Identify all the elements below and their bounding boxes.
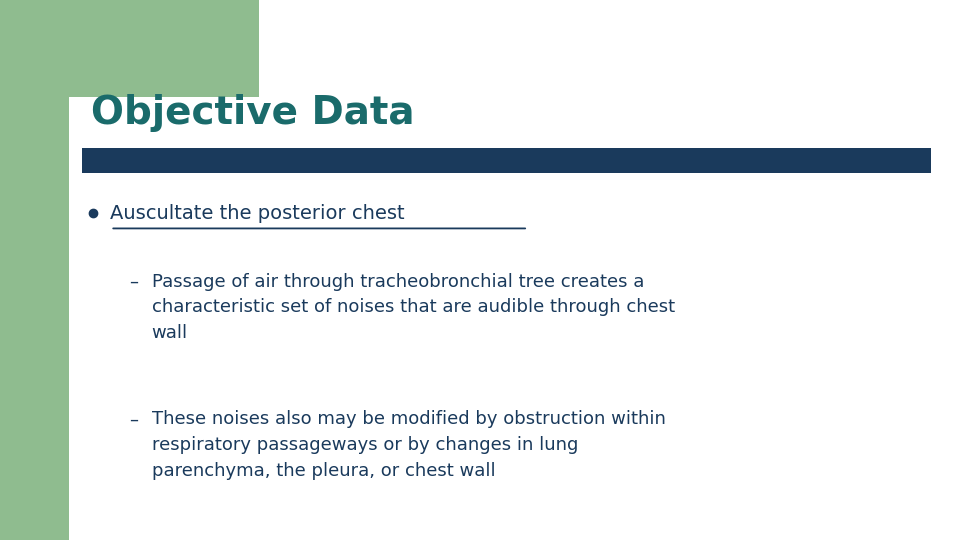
FancyBboxPatch shape bbox=[0, 0, 69, 540]
Text: –: – bbox=[130, 273, 138, 291]
Text: Passage of air through tracheobronchial tree creates a
characteristic set of noi: Passage of air through tracheobronchial … bbox=[152, 273, 675, 342]
Text: Auscultate the posterior chest: Auscultate the posterior chest bbox=[110, 204, 405, 223]
FancyBboxPatch shape bbox=[82, 148, 931, 173]
FancyBboxPatch shape bbox=[69, 0, 259, 97]
Text: Objective Data: Objective Data bbox=[91, 94, 415, 132]
Text: –: – bbox=[130, 410, 138, 428]
Text: These noises also may be modified by obstruction within
respiratory passageways : These noises also may be modified by obs… bbox=[152, 410, 665, 480]
